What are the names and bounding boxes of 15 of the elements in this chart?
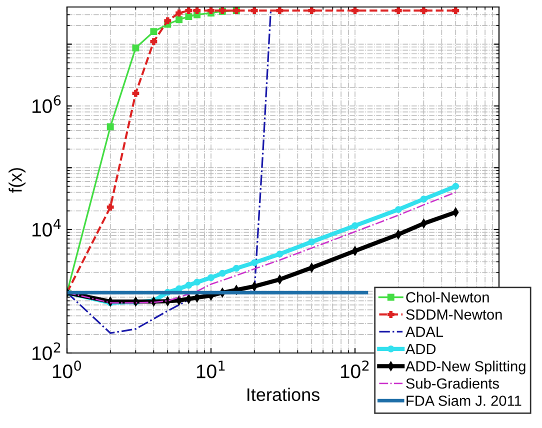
legend-label: ADD-New Splitting (405, 360, 526, 374)
x-tick-label: 10$^{0}$ (52, 360, 82, 378)
legend-label: FDA Siam J. 2011 (406, 395, 522, 406)
x-tick-label: 10$^{1}$ (196, 360, 225, 378)
legend-label: SDDM-Newton (406, 309, 502, 320)
y-axis-title: f(x) (8, 168, 26, 193)
x-axis-title: Iterations (248, 388, 320, 402)
legend-label: Sub-Gradients (406, 378, 499, 389)
y-tick-label: 10$^{4}$ (32, 219, 61, 237)
legend-label: ADAL (405, 326, 444, 337)
legend-label: ADD (405, 344, 436, 354)
y-tick-label: 10$^{2}$ (32, 342, 60, 360)
y-tick-label: 10$^{6}$ (32, 95, 61, 114)
legend-label: Chol-Newton (406, 292, 489, 302)
x-tick-label: 10$^{2}$ (340, 360, 369, 378)
